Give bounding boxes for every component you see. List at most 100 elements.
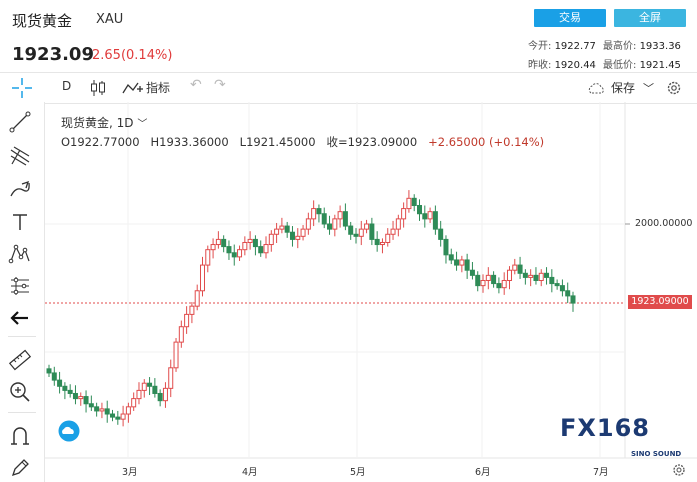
indicators-icon[interactable] (122, 81, 144, 95)
candle-body (448, 254, 454, 261)
candle-body (358, 228, 364, 237)
pencil-lock-icon[interactable] (8, 456, 32, 480)
legend-close: 收=1923.09000 (326, 135, 418, 149)
crosshair-icon[interactable] (10, 76, 34, 100)
candle-body (194, 290, 200, 307)
candle-body (311, 208, 317, 220)
candle-body (184, 313, 190, 328)
quote-header: 现货黄金 XAU 1923.09 2.65(0.14%) 交易 全屏 今开: 1… (0, 0, 697, 72)
magnet-icon[interactable] (8, 424, 32, 448)
candle-body (67, 389, 73, 394)
drawing-toolbar (0, 102, 45, 482)
last-price-tag: 1923.09000 (628, 295, 692, 309)
candle-body (189, 305, 195, 315)
candle-body (496, 283, 502, 289)
candle-body (205, 249, 211, 266)
candle-body (417, 205, 423, 215)
candle-body (570, 295, 576, 304)
candle-body (549, 276, 555, 285)
candle-body (289, 231, 295, 240)
redo-icon[interactable]: ↷ (214, 77, 226, 93)
candle-body (157, 392, 163, 402)
candle-body (369, 223, 375, 240)
candle-body (406, 197, 412, 210)
settings-gear-icon[interactable] (666, 80, 682, 96)
candle-body (395, 218, 401, 230)
trade-button[interactable]: 交易 (534, 9, 606, 27)
candle-body (210, 244, 216, 251)
candle-body (215, 238, 221, 246)
candle-body (136, 389, 142, 400)
back-arrow-icon[interactable] (8, 306, 32, 330)
save-dropdown-icon[interactable]: ﹀ (643, 82, 654, 95)
candle-body (454, 259, 460, 266)
candle-body (559, 285, 565, 292)
stat-open: 今开: 1922.77 (528, 37, 596, 52)
zoom-in-icon[interactable] (8, 380, 32, 404)
pitchfork-icon[interactable] (8, 144, 32, 168)
candle-body (390, 228, 396, 235)
candle-body (115, 416, 121, 420)
time-axis-label: 6月 (475, 467, 491, 478)
indicators-button[interactable]: 指标 (146, 81, 171, 95)
watermark-text: FX168 (560, 414, 650, 442)
chart-legend-title[interactable]: 现货黄金, 1D ﹀ (61, 114, 147, 131)
candle-body (46, 368, 52, 374)
candle-body (295, 235, 301, 240)
price-chart[interactable]: 现货黄金, 1D ﹀ O1922.77000 H1933.36000 L1921… (45, 102, 697, 482)
candle-body (332, 218, 338, 230)
candle-body (147, 382, 153, 387)
time-axis-label: 7月 (593, 467, 609, 478)
candle-body (374, 238, 380, 246)
candle-body (348, 225, 354, 235)
candle-body (99, 408, 105, 412)
prediction-tool-icon[interactable] (8, 274, 32, 298)
text-tool-icon[interactable] (8, 210, 32, 234)
chart-legend-ohlc: O1922.77000 H1933.36000 L1921.45000 收=19… (61, 134, 544, 150)
interval-selector[interactable]: D (62, 79, 72, 93)
candle-body (533, 274, 539, 281)
stat-low-label: 最低价: (603, 60, 637, 71)
candle-body (131, 398, 137, 408)
candle-body (512, 264, 518, 271)
stat-prev-close-label: 昨收: (528, 60, 552, 71)
undo-icon[interactable]: ↶ (190, 77, 202, 93)
stat-open-value: 1922.77 (554, 41, 596, 52)
candle-type-icon[interactable] (90, 79, 106, 97)
pattern-tool-icon[interactable] (8, 242, 32, 266)
stat-low-value: 1921.45 (639, 60, 681, 71)
candle-body (237, 249, 243, 258)
candlestick-svg[interactable] (45, 102, 697, 482)
sino-sound-watermark: SINO SOUND (631, 450, 682, 458)
fullscreen-button[interactable]: 全屏 (614, 9, 686, 27)
candle-body (337, 211, 343, 220)
candle-body (83, 396, 89, 405)
candle-body (221, 238, 227, 248)
last-price: 1923.09 (12, 44, 94, 65)
candle-body (94, 406, 100, 412)
candle-body (88, 403, 94, 408)
candle-body (300, 228, 306, 237)
candle-body (491, 274, 497, 285)
cloud-logo-icon (58, 420, 80, 442)
candle-body (231, 252, 237, 258)
save-button[interactable]: 保存 (611, 81, 636, 95)
ruler-icon[interactable] (8, 348, 32, 372)
cloud-save-icon[interactable] (586, 81, 608, 95)
time-axis-label: 5月 (350, 467, 366, 478)
candle-body (517, 264, 523, 274)
fx168-watermark: FX168 (560, 414, 650, 442)
stat-prev-close-value: 1920.44 (554, 60, 596, 71)
candle-body (242, 241, 248, 251)
axis-settings-icon[interactable] (673, 464, 685, 476)
candle-body (385, 233, 391, 243)
candle-body (72, 392, 78, 400)
candle-body (51, 372, 57, 381)
trend-line-icon[interactable] (8, 110, 32, 134)
brush-icon[interactable] (8, 178, 32, 202)
candle-body (459, 259, 465, 266)
candle-body (258, 246, 264, 254)
candle-body (469, 269, 475, 276)
legend-high: H1933.36000 (150, 135, 229, 149)
legend-collapse-icon[interactable]: ﹀ (137, 119, 148, 130)
